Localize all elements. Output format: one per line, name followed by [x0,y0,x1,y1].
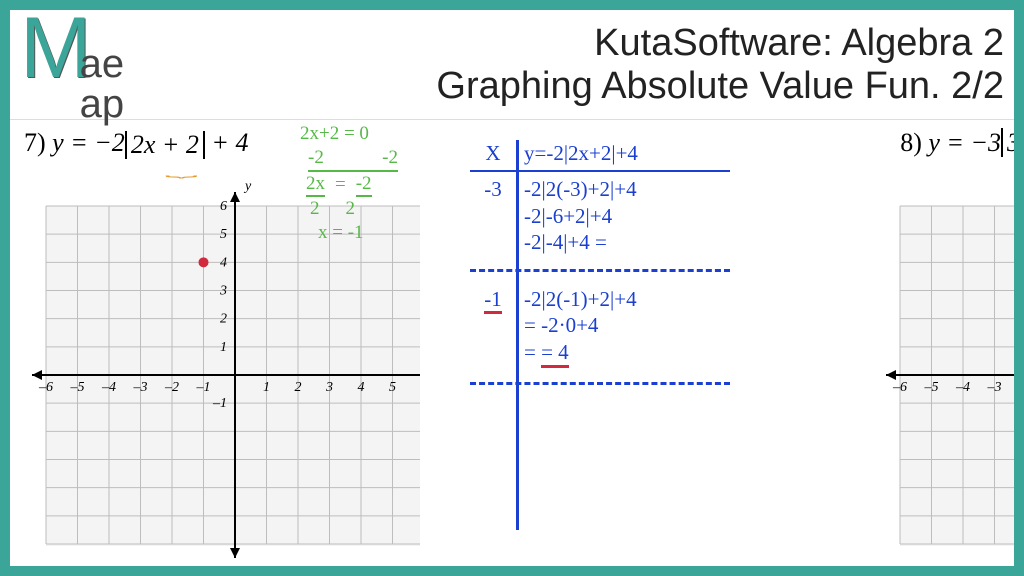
svg-text:2: 2 [295,380,302,395]
green-work: 2x+2 = 0 -2 -2 2x = -2 2 2 x = -1 [300,122,398,245]
g2a: -2 [308,146,324,170]
green-line-4: 2 2 [310,197,398,221]
y1: -2|2(-3)+2|+4 -2|-6+2|+4 -2|-4|+4 = [516,176,637,255]
table-vline [516,140,519,530]
green-line-3: 2x = -2 [306,172,398,198]
svg-text:3: 3 [219,284,227,299]
svg-text:–3: –3 [987,380,1002,395]
g3a: 2x [306,172,325,198]
r1a: -2|2(-3)+2|+4 [524,176,637,202]
logo-letter: M [20,5,86,91]
svg-text:5: 5 [389,380,396,395]
row-2: -1 -2|2(-1)+2|+4 = -2·0+4 = = 4 [470,286,750,368]
svg-text:1: 1 [220,340,227,355]
svg-text:4: 4 [358,380,365,395]
table-header: X y=-2|2x+2|+4 [470,140,750,166]
green-line-1: 2x+2 = 0 [300,122,398,146]
svg-text:6: 6 [220,199,227,214]
g3b: -2 [356,172,372,198]
svg-text:–6: –6 [38,380,53,395]
g2b: -2 [382,146,398,170]
logo-top: ae [80,44,125,84]
svg-text:–3: –3 [133,380,148,395]
dash-1 [470,269,730,272]
content: 7) y = −22x + 2 + 4 ⏟ 8) y = −33 –6–5–4–… [10,120,1014,566]
r2c-wrap: = = 4 [524,339,637,368]
r2b: = -2·0+4 [524,312,637,338]
svg-text:5: 5 [220,227,227,242]
svg-text:–4: –4 [101,380,116,395]
eq8-pre: y = −3 [928,128,1001,157]
grid2-svg: –6–5–4–3xy [874,180,1014,566]
problem-8-number: 8) [900,128,922,157]
svg-text:y: y [243,180,252,194]
row-1: -3 -2|2(-3)+2|+4 -2|-6+2|+4 -2|-4|+4 = [470,176,750,255]
problem-8-equation: y = −33 [928,128,1014,157]
app-frame: M ae ap KutaSoftware: Algebra 2 Graphing… [0,0,1024,576]
th-x: X [470,140,516,166]
problem-7-equation: y = −22x + 2 + 4 [52,128,248,157]
x2-cell: -1 [470,286,516,368]
dash-2 [470,382,730,385]
logo-rest: ae ap [80,44,125,124]
svg-text:1: 1 [263,380,270,395]
eq-abs: 2x + 2 [125,131,205,159]
underbrace-icon: ⏟ [165,163,198,179]
svg-text:–5: –5 [924,380,939,395]
x1: -3 [470,176,516,255]
title-block: KutaSoftware: Algebra 2 Graphing Absolut… [134,22,1004,108]
blue-table: X y=-2|2x+2|+4 -3 -2|2(-3)+2|+4 -2|-6+2|… [470,140,750,399]
r1c: -2|-4|+4 = [524,229,637,255]
header: M ae ap KutaSoftware: Algebra 2 Graphing… [10,10,1014,120]
logo-bot: ap [80,84,125,124]
g4b: 2 [346,197,356,221]
svg-text:–1: –1 [196,380,211,395]
problem-8: 8) y = −33 [900,128,1014,158]
g4a: 2 [310,197,320,221]
table-hline [470,170,730,172]
title-line-1: KutaSoftware: Algebra 2 [134,22,1004,65]
green-line-2: -2 -2 [308,146,398,172]
svg-text:–4: –4 [955,380,970,395]
eq-post: + 4 [205,128,249,157]
g-eq: = [335,173,346,197]
problem-7-number: 7) [24,128,46,157]
svg-text:–1: –1 [212,396,227,411]
r2a: -2|2(-1)+2|+4 [524,286,637,312]
y2: -2|2(-1)+2|+4 = -2·0+4 = = 4 [516,286,637,368]
svg-text:4: 4 [220,255,227,270]
svg-text:2: 2 [220,312,227,327]
svg-text:–2: –2 [164,380,179,395]
eq-pre: y = −2 [52,128,125,157]
svg-text:–5: –5 [70,380,85,395]
green-line-5: x = -1 [318,221,398,245]
logo: M ae ap [20,5,124,124]
th-y: y=-2|2x+2|+4 [516,140,638,166]
r2c: = 4 [541,339,569,368]
title-line-2: Graphing Absolute Value Fun. 2/2 [134,65,1004,108]
coordinate-grid-8: –6–5–4–3xy [874,180,1014,566]
x2: -1 [484,287,502,314]
eq8-abs: 3 [1001,128,1014,157]
r1b: -2|-6+2|+4 [524,203,637,229]
svg-text:3: 3 [325,380,333,395]
svg-text:–6: –6 [892,380,907,395]
problem-7: 7) y = −22x + 2 + 4 [24,128,248,159]
